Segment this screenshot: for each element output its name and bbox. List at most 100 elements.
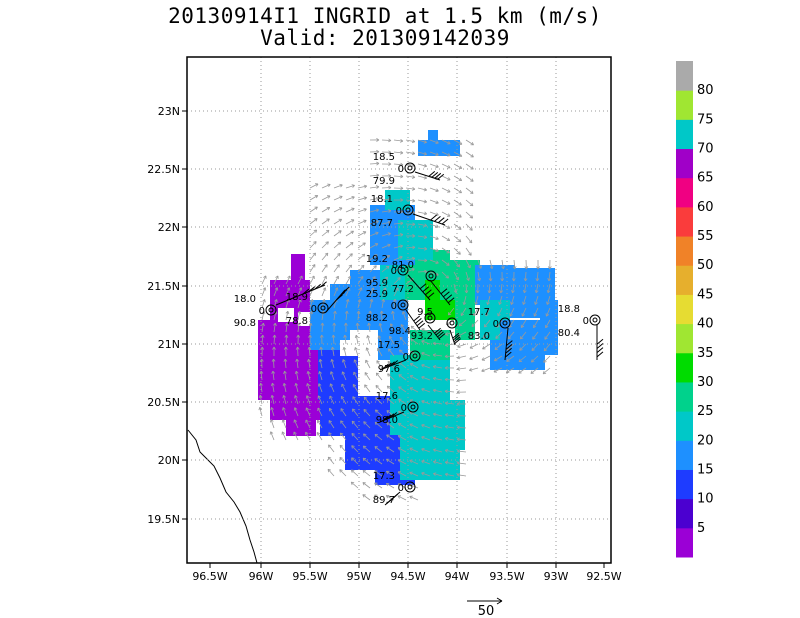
wind-vector-head (261, 310, 266, 315)
wind-vector-head (375, 397, 379, 401)
wind-vector-head (317, 407, 321, 412)
wind-vector-head (341, 383, 345, 388)
wind-vector (531, 343, 539, 351)
wind-vector (477, 259, 482, 269)
wind-vector (272, 371, 275, 381)
wind-vector (317, 407, 323, 417)
chart-subtitle: Valid: 201309142039 (260, 26, 510, 50)
wind-vector (390, 323, 395, 333)
wind-vector-head (546, 301, 550, 305)
wind-vector-head (398, 398, 402, 402)
wind-vector-head (342, 346, 347, 351)
wind-vector (417, 163, 427, 167)
wind-vector-head (351, 420, 356, 425)
wind-vector-head (327, 183, 331, 188)
wind-vector (410, 325, 419, 333)
wind-vector (445, 414, 455, 417)
x-tick-label: 92.5W (586, 570, 621, 583)
wind-vector-head (467, 264, 471, 269)
wind-vector (457, 462, 467, 465)
wind-vector (469, 367, 479, 371)
wind-vector-head (482, 335, 487, 339)
wind-vector (460, 307, 467, 316)
x-tick-label: 95W (347, 570, 372, 583)
wind-speed-cell (318, 350, 358, 400)
wind-vector (469, 355, 479, 360)
wind-vector (261, 311, 265, 321)
wind-vector-head (340, 408, 344, 412)
wind-vector-head (412, 234, 416, 238)
wind-vector-head (447, 189, 451, 193)
wind-barb-flag (431, 171, 439, 178)
wind-vector-head (298, 299, 302, 303)
wind-speed-cell (420, 400, 465, 450)
wind-vector (453, 163, 462, 169)
wind-vector (441, 187, 451, 193)
wind-vector (398, 361, 407, 369)
wind-vector-head (340, 395, 345, 400)
wind-vector-head (324, 252, 329, 257)
wind-vector-head (369, 298, 374, 303)
wind-vector-head (435, 260, 439, 265)
wind-vector-head (411, 187, 416, 191)
wind-vector-head (456, 461, 460, 465)
wind-vector (496, 319, 503, 328)
wind-vector (444, 355, 455, 357)
wind-vector-head (470, 334, 474, 338)
station-top-value: 18.9 (286, 292, 308, 303)
wind-vector (328, 420, 335, 429)
wind-barb-flag (437, 331, 444, 338)
station-mid-value: 0 (493, 319, 499, 330)
wind-vector (417, 247, 427, 250)
wind-vector-head (343, 334, 347, 338)
station-center-icon (428, 273, 434, 279)
wind-vector-head (339, 457, 343, 461)
wind-speed-cell (428, 130, 438, 140)
wind-vector-head (398, 386, 402, 390)
station-top-value: 18.0 (234, 294, 256, 305)
wind-vector (535, 283, 539, 293)
wind-vector (273, 275, 279, 285)
wind-vector-head (362, 482, 366, 486)
colorbar-segment (676, 206, 693, 237)
wind-vector (341, 383, 347, 393)
station-circle-icon (499, 317, 511, 329)
wind-vector-head (456, 378, 460, 383)
wind-vector (421, 376, 431, 381)
wind-vector-head (392, 298, 397, 302)
station-mid-value: 0 (391, 266, 397, 277)
wind-vector (357, 242, 366, 249)
wind-vector (509, 307, 515, 317)
wind-vector (393, 222, 403, 225)
wind-vector-head (444, 448, 449, 453)
wind-vector (465, 283, 468, 294)
wind-vector (421, 448, 431, 453)
wind-vector (381, 299, 385, 309)
wind-vector-head (456, 449, 460, 454)
wind-vector (309, 229, 317, 237)
wind-vector-head (375, 185, 380, 189)
wind-vector (421, 412, 431, 417)
wind-vector-head (374, 470, 378, 474)
reference-vector: 50 (467, 597, 503, 618)
colorbar-label: 40 (697, 317, 714, 332)
wind-vector (342, 371, 347, 381)
wind-vector (297, 275, 303, 285)
wind-vector-head (435, 188, 439, 193)
wind-vector-head (308, 322, 313, 326)
wind-vector-head (274, 287, 279, 291)
wind-vector-head (328, 444, 332, 448)
wind-vector (397, 435, 407, 441)
wind-vector (441, 175, 451, 181)
colorbar-label: 80 (697, 83, 714, 98)
wind-vector (305, 419, 311, 429)
wind-vector (284, 359, 287, 369)
station-circle-icon (404, 481, 416, 493)
wind-vector (388, 348, 395, 357)
wind-vector-head (388, 150, 392, 155)
wind-vector-head (482, 346, 486, 350)
wind-vector (433, 366, 443, 369)
wind-vector (457, 367, 467, 370)
